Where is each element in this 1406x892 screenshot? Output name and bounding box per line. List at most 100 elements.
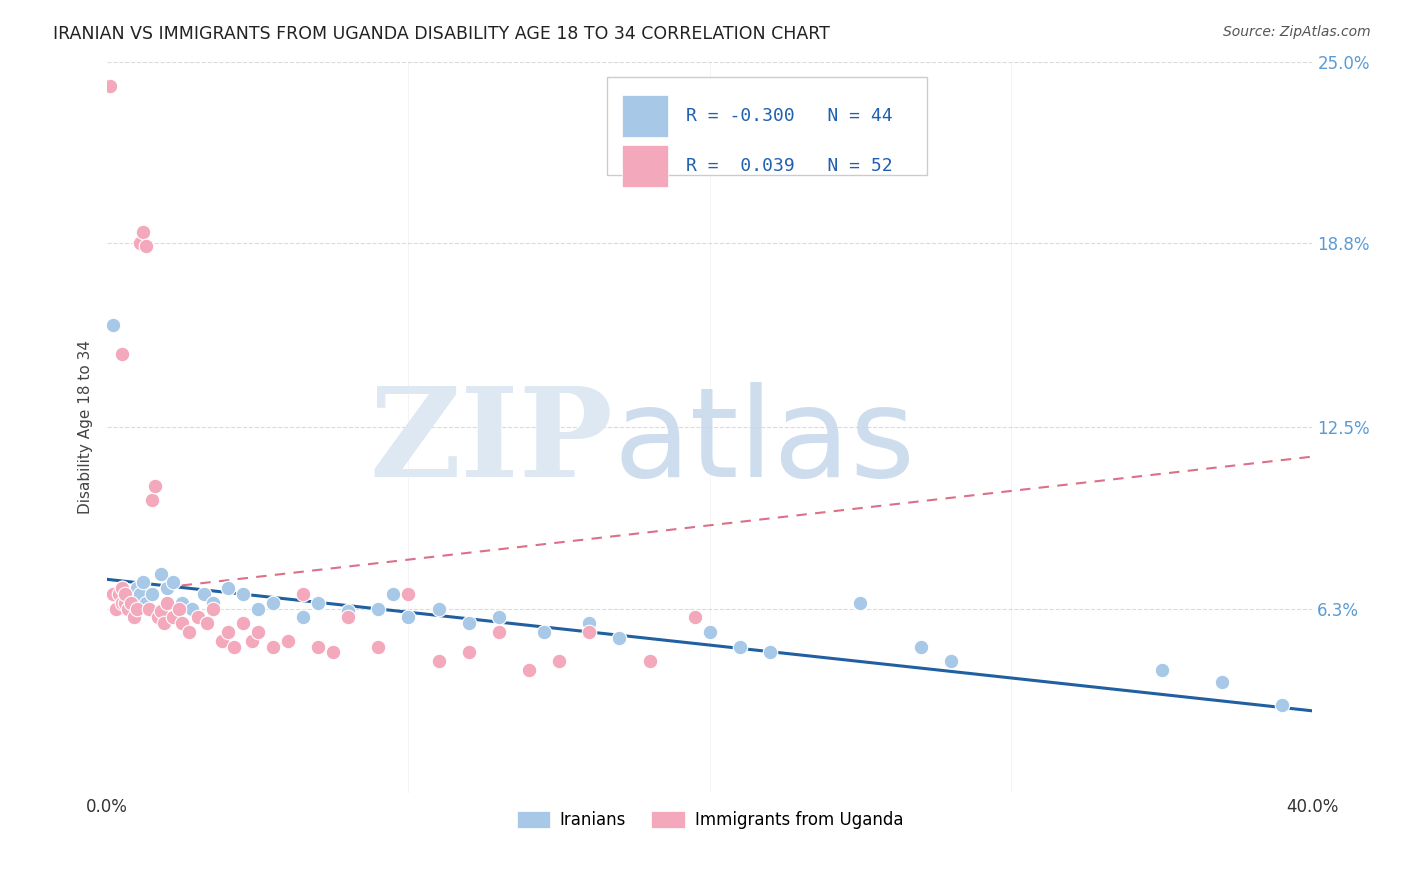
FancyBboxPatch shape (621, 145, 668, 187)
Point (117, 601, 139, 615)
Point (132, 575, 155, 590)
Point (337, 610, 360, 624)
Point (153, 616, 176, 631)
Point (638, 654, 661, 668)
Text: Source: ZipAtlas.com: Source: ZipAtlas.com (1223, 25, 1371, 39)
Point (193, 587, 215, 601)
Point (457, 616, 479, 631)
Point (114, 596, 136, 610)
Y-axis label: Disability Age 18 to 34: Disability Age 18 to 34 (79, 341, 93, 515)
Point (307, 596, 329, 610)
Point (1150, 663, 1173, 677)
Point (114, 596, 136, 610)
Point (548, 654, 571, 668)
Point (201, 596, 224, 610)
FancyBboxPatch shape (621, 95, 668, 137)
Point (240, 633, 263, 648)
Point (180, 601, 202, 615)
Text: R =  0.039   N = 52: R = 0.039 N = 52 (686, 157, 893, 175)
Point (117, 587, 139, 601)
Point (367, 601, 389, 615)
Point (150, 605, 173, 619)
Point (292, 610, 315, 624)
Point (699, 624, 721, 639)
Point (578, 616, 600, 631)
Point (939, 654, 962, 668)
Text: IRANIAN VS IMMIGRANTS FROM UGANDA DISABILITY AGE 18 TO 34 CORRELATION CHART: IRANIAN VS IMMIGRANTS FROM UGANDA DISABI… (53, 25, 831, 43)
Text: R = -0.300   N = 44: R = -0.300 N = 44 (686, 107, 893, 125)
Text: ZIP: ZIP (370, 382, 613, 502)
Point (533, 624, 555, 639)
Point (169, 601, 191, 615)
Point (488, 610, 510, 624)
Point (108, 587, 131, 601)
Point (1271, 698, 1294, 712)
Point (292, 587, 315, 601)
Point (150, 566, 173, 581)
Point (232, 587, 254, 601)
Point (108, 587, 131, 601)
Point (162, 610, 184, 624)
Point (277, 633, 299, 648)
Point (211, 633, 233, 648)
Point (427, 654, 450, 668)
Point (127, 581, 149, 595)
Point (177, 624, 200, 639)
Point (156, 581, 179, 595)
Point (138, 601, 160, 615)
Point (398, 587, 420, 601)
Point (382, 587, 405, 601)
Point (322, 645, 344, 659)
Point (222, 640, 245, 654)
Point (111, 596, 134, 610)
Point (120, 596, 142, 610)
Point (246, 601, 269, 615)
Point (246, 624, 269, 639)
Point (201, 601, 224, 615)
Point (337, 605, 360, 619)
Point (398, 610, 420, 624)
Point (135, 596, 157, 610)
Point (427, 601, 450, 615)
Point (367, 640, 389, 654)
Point (111, 581, 134, 595)
Point (728, 640, 751, 654)
Point (849, 596, 872, 610)
Point (232, 616, 254, 631)
Point (145, 479, 167, 493)
Point (578, 624, 600, 639)
Point (517, 663, 540, 677)
Point (129, 587, 152, 601)
Point (172, 596, 194, 610)
Point (103, 318, 125, 332)
Point (910, 640, 932, 654)
Point (162, 575, 184, 590)
Point (127, 601, 149, 615)
Point (195, 616, 218, 631)
Point (98, 78, 121, 93)
Text: atlas: atlas (613, 382, 915, 502)
Point (262, 640, 284, 654)
FancyBboxPatch shape (607, 77, 927, 176)
Point (141, 493, 163, 508)
Point (1211, 674, 1233, 689)
Point (141, 587, 163, 601)
Point (457, 645, 479, 659)
Point (156, 596, 179, 610)
Point (683, 610, 706, 624)
Legend: Iranians, Immigrants from Uganda: Iranians, Immigrants from Uganda (510, 804, 910, 836)
Point (111, 581, 134, 595)
Point (103, 587, 125, 601)
Point (114, 587, 136, 601)
Point (759, 645, 782, 659)
Point (609, 631, 631, 645)
Point (124, 601, 146, 615)
Point (111, 347, 134, 361)
Point (262, 596, 284, 610)
Point (488, 624, 510, 639)
Point (217, 624, 239, 639)
Point (124, 610, 146, 624)
Point (172, 616, 194, 631)
Point (307, 640, 329, 654)
Point (135, 239, 157, 253)
